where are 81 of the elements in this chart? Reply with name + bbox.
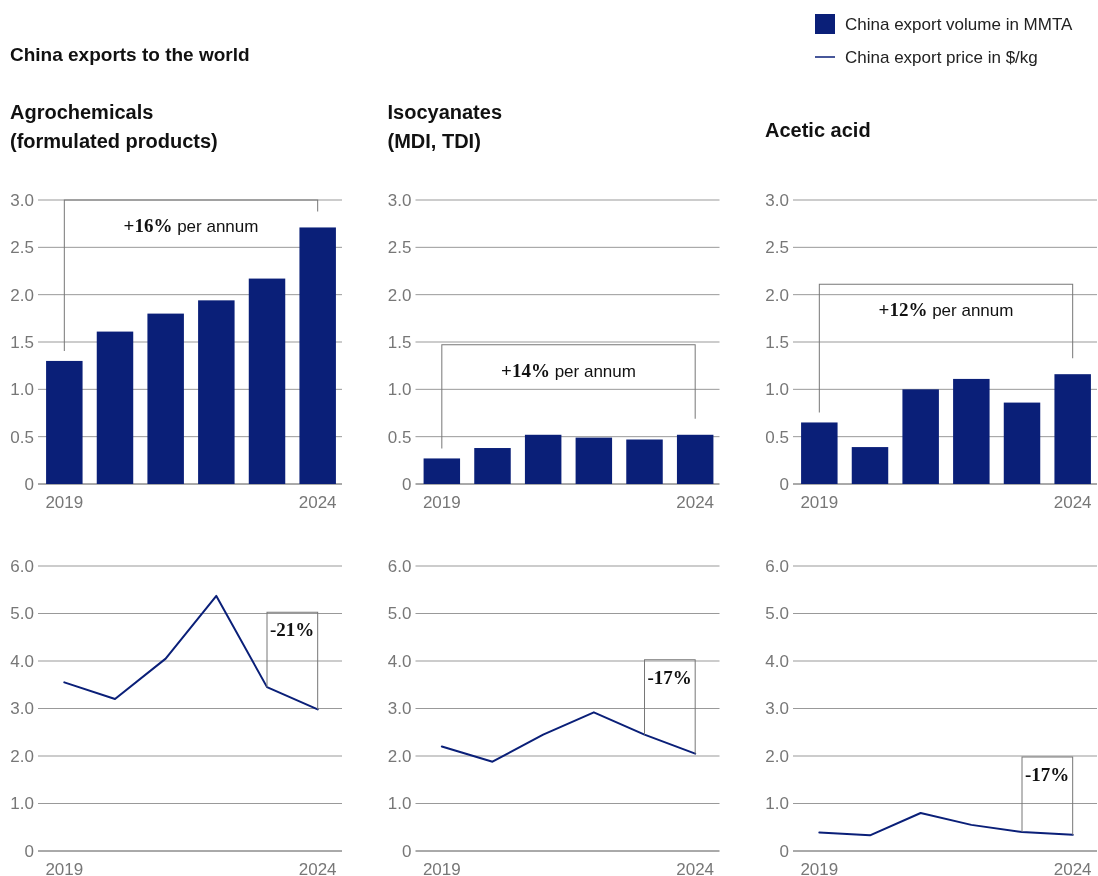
y-tick-label: 1.0 — [387, 380, 412, 400]
y-tick-label: 0 — [402, 474, 412, 494]
line-series — [818, 812, 1074, 837]
x-tick-label: 2019 — [45, 860, 84, 876]
y-tick-label: 0 — [24, 841, 34, 861]
bar — [953, 378, 990, 484]
y-tick-label: 5.0 — [387, 604, 412, 624]
y-tick-label: 4.0 — [10, 651, 34, 671]
bar — [801, 422, 838, 484]
annotation: -17% — [647, 666, 692, 688]
y-tick-label: 1.5 — [765, 332, 789, 352]
annotation: +16% per annum — [123, 215, 259, 236]
y-tick-label: 0.5 — [765, 427, 789, 447]
y-tick-label: 2.0 — [10, 746, 34, 766]
y-tick-label: 1.0 — [387, 794, 412, 814]
y-tick-label: 1.0 — [765, 794, 789, 814]
annotation: +12% per annum — [878, 299, 1014, 321]
x-tick-label: 2019 — [800, 493, 839, 512]
annotation: -17% — [1025, 764, 1070, 785]
y-tick-label: 4.0 — [765, 651, 789, 671]
x-tick-label: 2019 — [422, 493, 461, 512]
bar — [1003, 402, 1041, 484]
y-tick-label: 6.0 — [765, 556, 789, 576]
y-tick-label: 3.0 — [765, 190, 789, 210]
bar — [299, 227, 336, 484]
legend-label: China export volume in MMTA — [845, 14, 1074, 34]
bar — [851, 447, 889, 484]
bar — [1054, 374, 1091, 484]
y-tick-label: 2.0 — [387, 746, 412, 766]
y-tick-label: 6.0 — [387, 556, 412, 576]
y-tick-label: 2.5 — [765, 238, 789, 258]
bar — [902, 389, 939, 484]
annotation: +14% per annum — [501, 359, 636, 381]
legend-label: China export price in $/kg — [845, 47, 1038, 67]
chart-subtitle: Acetic acid — [765, 119, 871, 141]
y-tick-label: 0 — [779, 474, 789, 494]
x-tick-label: 2024 — [1053, 493, 1092, 512]
y-tick-label: 1.0 — [10, 794, 34, 814]
chart-title: China exports to the world — [10, 44, 250, 65]
y-tick-label: 2.0 — [10, 285, 34, 305]
chart-subtitle: Agrochemicals (formulated products) — [10, 101, 218, 152]
y-tick-label: 5.0 — [765, 604, 789, 624]
y-tick-label: 0.5 — [10, 427, 34, 447]
y-tick-label: 4.0 — [387, 651, 412, 671]
y-tick-label: 2.5 — [10, 238, 34, 258]
y-tick-label: 0 — [779, 841, 789, 861]
x-tick-label: 2024 — [298, 860, 337, 876]
y-tick-label: 1.0 — [10, 380, 34, 400]
y-tick-label: 5.0 — [10, 604, 34, 624]
bar — [46, 360, 83, 484]
y-tick-label: 3.0 — [387, 699, 412, 719]
annotation: -21% — [270, 619, 315, 641]
x-tick-label: 2019 — [422, 860, 461, 876]
y-tick-label: 6.0 — [10, 556, 34, 576]
y-tick-label: 0.5 — [387, 427, 412, 447]
y-tick-label: 3.0 — [765, 699, 789, 719]
y-tick-label: 0 — [24, 474, 34, 494]
bar — [96, 331, 134, 484]
y-tick-label: 2.0 — [765, 285, 789, 305]
y-tick-label: 3.0 — [10, 699, 34, 719]
x-tick-label: 2019 — [45, 493, 84, 512]
y-tick-label: 2.0 — [765, 746, 789, 766]
x-tick-label: 2024 — [676, 860, 715, 876]
y-tick-label: 3.0 — [10, 190, 34, 210]
bar — [198, 300, 235, 484]
line-series — [440, 711, 697, 763]
bar — [248, 278, 286, 484]
y-tick-label: 1.0 — [765, 380, 789, 400]
y-tick-label: 1.5 — [10, 332, 34, 352]
x-tick-label: 2024 — [676, 493, 715, 512]
y-tick-label: 1.5 — [387, 332, 412, 352]
y-tick-label: 2.5 — [387, 238, 412, 258]
x-tick-label: 2024 — [1053, 860, 1092, 876]
x-tick-label: 2019 — [800, 860, 839, 876]
chart-subtitle: Isocyanates (MDI, TDI) — [387, 101, 503, 152]
x-tick-label: 2024 — [298, 493, 337, 512]
y-tick-label: 2.0 — [387, 285, 412, 305]
y-tick-label: 3.0 — [387, 190, 412, 210]
bar — [147, 313, 184, 484]
line-series — [63, 594, 319, 711]
y-tick-label: 0 — [402, 841, 412, 861]
